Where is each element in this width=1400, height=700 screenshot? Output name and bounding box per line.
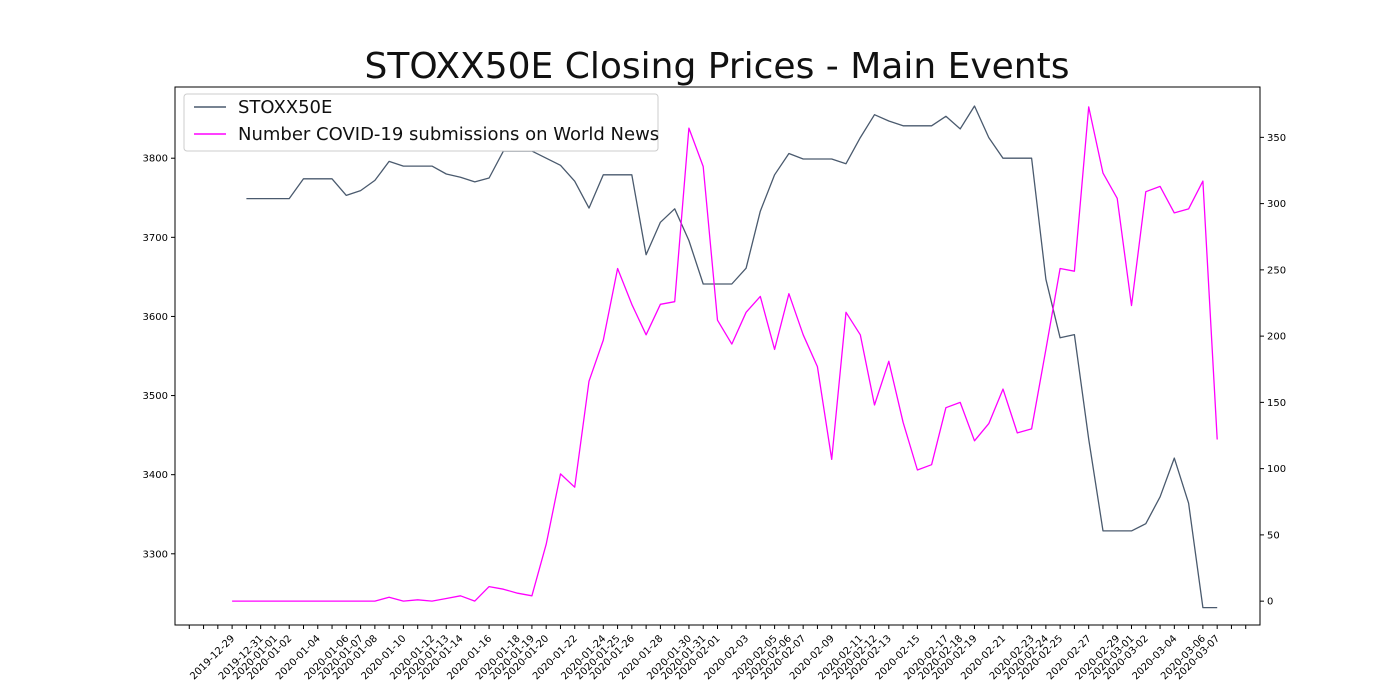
y-right-tick-label: 100	[1267, 464, 1286, 475]
y-right-tick-label: 300	[1267, 199, 1286, 210]
y-right-tick-label: 200	[1267, 332, 1286, 343]
legend-label-stoxx50e: STOXX50E	[238, 97, 332, 118]
y-left-tick-label: 3400	[143, 470, 168, 481]
legend-box	[183, 93, 659, 152]
y-right-tick-label: 50	[1267, 530, 1280, 541]
y-axis-left: 3300 3400 3500 3600 3700 3800	[143, 154, 175, 560]
y-right-tick-label: 0	[1267, 597, 1273, 608]
y-right-tick-label: 350	[1267, 133, 1286, 144]
chart-title: STOXX50E Closing Prices - Main Events	[365, 46, 1070, 87]
y-left-tick-label: 3800	[143, 154, 168, 165]
legend: STOXX50E Number COVID-19 submissions on …	[183, 93, 659, 152]
series-line-stoxx50e	[246, 105, 1218, 609]
y-axis-right: 0 50 100 150 200 250 300 350	[1260, 133, 1286, 608]
y-right-tick-label: 150	[1267, 398, 1286, 409]
y-right-tick-label: 250	[1267, 265, 1286, 276]
series-layer	[232, 105, 1218, 609]
y-left-tick-label: 3700	[143, 233, 168, 244]
legend-label-covid-submissions: Number COVID-19 submissions on World New…	[238, 124, 659, 145]
series-line-covid-submissions	[232, 106, 1218, 602]
y-left-tick-label: 3600	[143, 312, 168, 323]
y-left-tick-label: 3500	[143, 391, 168, 402]
y-left-tick-label: 3300	[143, 549, 168, 560]
